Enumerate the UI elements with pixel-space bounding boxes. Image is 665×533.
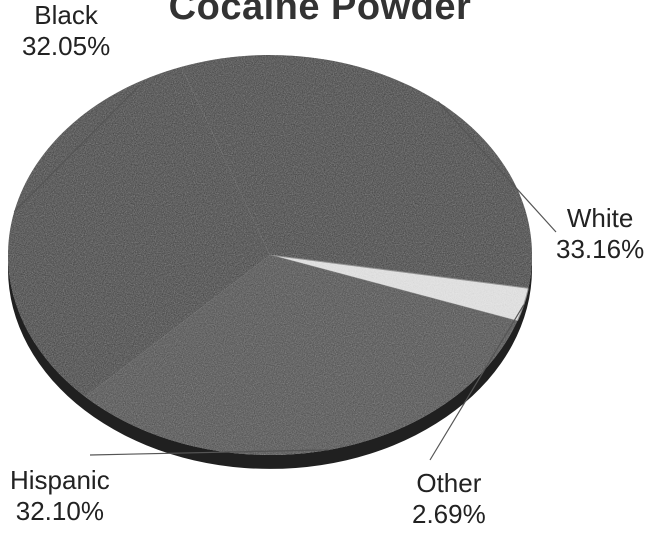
slice-name-black: Black: [34, 0, 98, 30]
leader-line-black: [13, 84, 141, 213]
pie-slices: [7, 55, 532, 456]
slice-value-other: 2.69%: [412, 499, 486, 529]
pie-slice-hispanic: [85, 255, 518, 456]
leader-line-white: [437, 101, 557, 233]
slice-label-white: White 33.16%: [556, 203, 644, 265]
slice-name-white: White: [566, 203, 634, 233]
slice-value-black: 32.05%: [22, 31, 111, 61]
slice-value-white: 33.16%: [556, 234, 645, 264]
chart-title: Cocaine Powder: [168, 0, 472, 28]
slice-value-hispanic: 32.10%: [15, 496, 104, 526]
pie-slice-white: [181, 55, 532, 289]
pie-slice-black: [7, 66, 270, 397]
slice-name-other: Other: [416, 468, 482, 498]
slice-label-black: Black 32.05%: [22, 0, 110, 62]
slice-label-other: Other 2.69%: [412, 468, 486, 530]
leader-line-hispanic: [89, 449, 329, 456]
slice-name-hispanic: Hispanic: [10, 465, 110, 495]
pie-leaders: [13, 84, 557, 461]
slice-label-hispanic: Hispanic 32.10%: [10, 465, 110, 527]
leader-line-other: [429, 304, 525, 461]
